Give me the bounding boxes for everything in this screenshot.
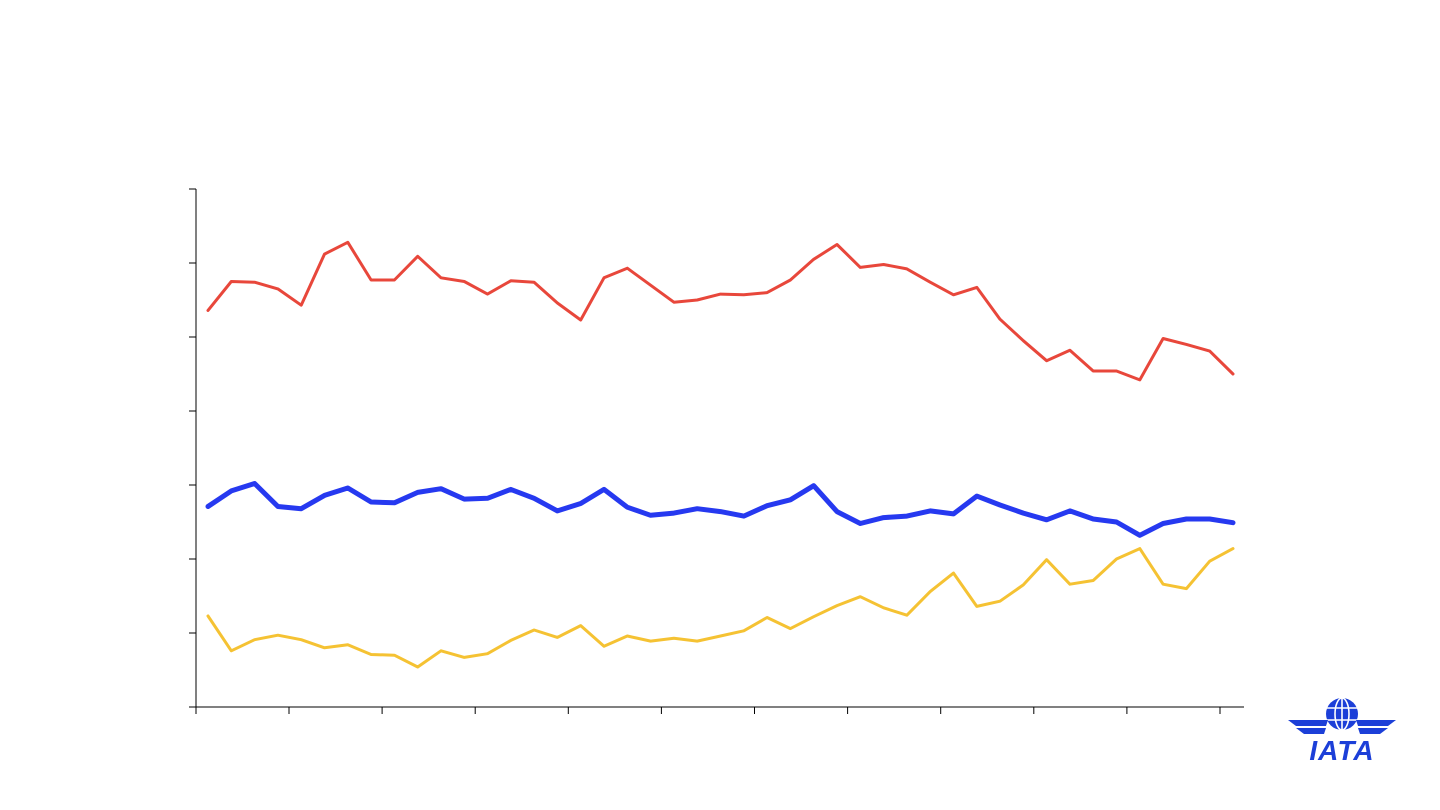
logo-text: IATA — [1309, 735, 1375, 766]
right-wing — [1358, 728, 1388, 734]
series-line-3 — [206, 547, 1235, 669]
chart-axes — [189, 188, 1244, 714]
left-wing — [1288, 720, 1328, 726]
series-line-1 — [206, 240, 1235, 382]
right-wing — [1356, 720, 1396, 726]
globe-wings-icon — [1288, 697, 1396, 734]
left-wing — [1296, 728, 1326, 734]
iata-logo: IATA — [1284, 694, 1400, 772]
chart-series — [205, 240, 1236, 669]
series-line-2 — [205, 481, 1236, 538]
